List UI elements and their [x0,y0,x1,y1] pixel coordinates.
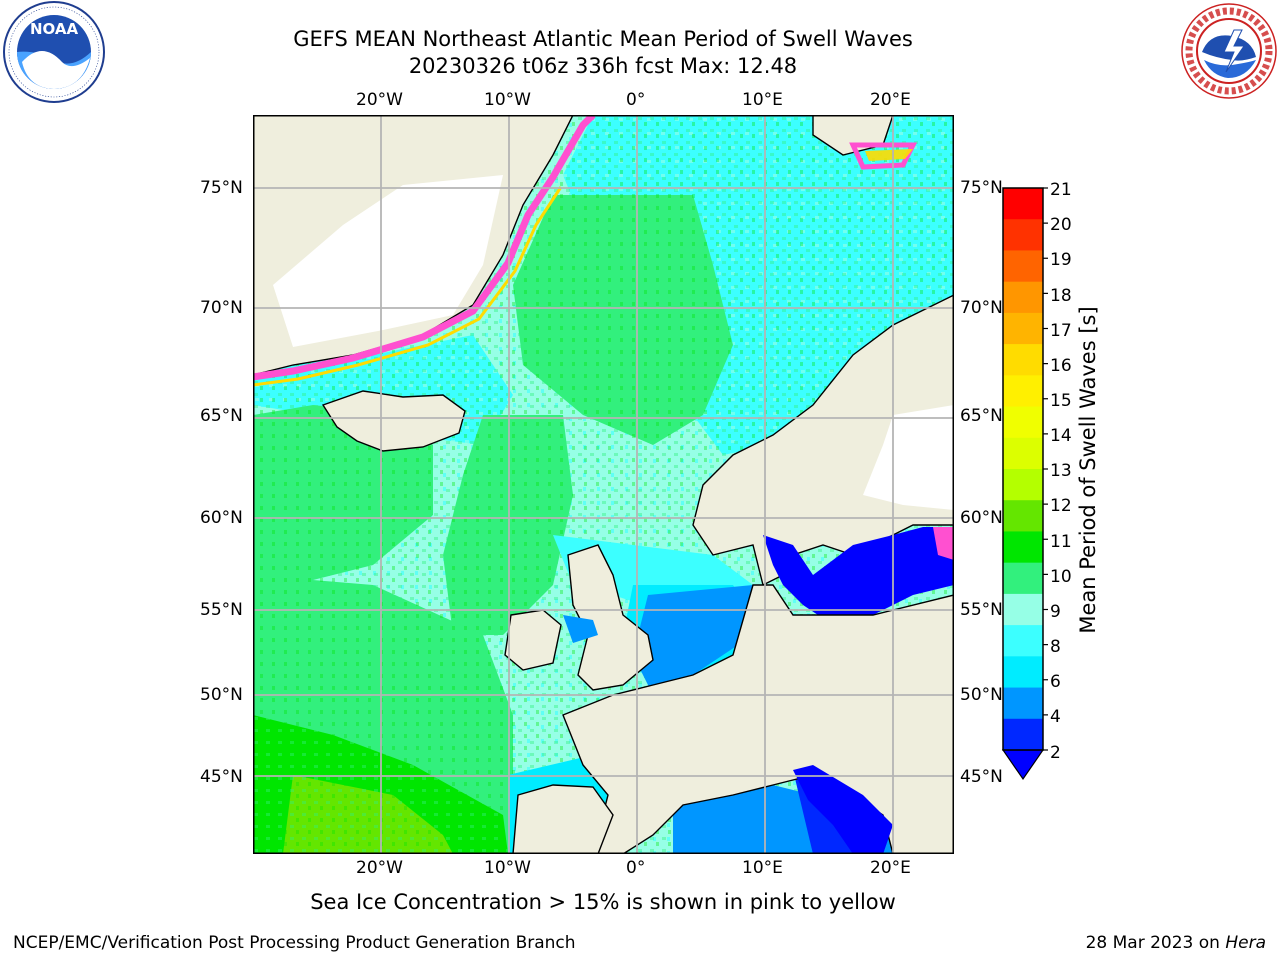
sea-ice-edge [253,115,596,381]
colorbar-title: Mean Period of Swell Waves [s] [1076,306,1100,634]
footer-machine: Hera [1225,933,1266,953]
lon-label-20e-bottom: 20°E [870,858,911,878]
colorbar-step [1003,500,1043,532]
colorbar-label-18: 18 [1050,286,1072,306]
colorbar-label-21: 21 [1050,180,1072,200]
colorbar-step [1003,188,1043,220]
lon-label-0-bottom: 0° [626,858,646,878]
noaa-logo-icon: NOAA [3,1,105,103]
colorbar-step [1003,375,1043,408]
lat-label-75n-right: 75°N [960,178,1003,198]
lat-label-45n-right: 45°N [960,767,1003,787]
sea-ice-note: Sea Ice Concentration > 15% is shown in … [310,890,896,914]
lat-label-75n-left: 75°N [200,178,243,198]
lon-label-10e-top: 10°E [742,90,783,110]
lon-label-20w-top: 20°W [356,90,403,110]
footer-date: 28 Mar 2023 on [1085,933,1226,953]
colorbar-label-6: 6 [1050,672,1061,692]
colorbar-label-2: 2 [1050,743,1061,763]
lon-label-10w-bottom: 10°W [484,858,531,878]
land-iceland [321,390,466,452]
lat-label-55n-right: 55°N [960,600,1003,620]
lat-label-60n-right: 60°N [960,508,1003,528]
colorbar-step [1003,625,1043,657]
colorbar-step [1003,344,1043,376]
lon-label-10e-bottom: 10°E [742,858,783,878]
colorbar-step [1003,437,1043,470]
footer-credit: NCEP/EMC/Verification Post Processing Pr… [13,933,576,953]
lat-label-55n-left: 55°N [200,600,243,620]
lat-label-45n-left: 45°N [200,767,243,787]
lat-label-65n-left: 65°N [200,406,243,426]
colorbar-steps [1003,188,1043,751]
colorbar-step [1003,562,1043,595]
footer-timestamp: 28 Mar 2023 on Hera [1086,933,1266,953]
colorbar-label-10: 10 [1050,567,1072,587]
lat-label-65n-right: 65°N [960,406,1003,426]
map-frame [253,115,954,854]
nws-logo-icon [1181,3,1277,99]
lat-label-70n-right: 70°N [960,298,1003,318]
colorbar-label-12: 12 [1050,496,1072,516]
svg-text:NOAA: NOAA [30,20,79,38]
lat-label-50n-right: 50°N [960,685,1003,705]
swell-period-map [253,115,954,854]
region-adriatic [793,765,893,854]
lat-label-50n-left: 50°N [200,685,243,705]
land-iberia [512,784,614,854]
colorbar-label-14: 14 [1050,426,1072,446]
colorbar [1001,187,1048,781]
finland-interior [863,405,954,510]
colorbar-label-17: 17 [1050,321,1072,341]
lat-label-70n-left: 70°N [200,298,243,318]
colorbar-step [1003,312,1043,345]
gridlines [253,115,954,854]
colorbar-label-11: 11 [1050,532,1072,552]
colorbar-label-9: 9 [1050,602,1061,622]
colorbar-label-13: 13 [1050,461,1072,481]
map-title: GEFS MEAN Northeast Atlantic Mean Period… [293,27,913,51]
lon-label-10w-top: 10°W [484,90,531,110]
colorbar-ticks [1043,187,1048,751]
colorbar-step [1003,656,1043,689]
colorbar-step [1003,718,1043,751]
colorbar-label-16: 16 [1050,356,1072,376]
colorbar-extend-arrow [1001,749,1045,781]
colorbar-step [1003,469,1043,501]
colorbar-step [1003,531,1043,564]
colorbar-label-20: 20 [1050,215,1072,235]
lon-label-20e-top: 20°E [870,90,911,110]
colorbar-label-4: 4 [1050,707,1061,727]
lon-label-20w-bottom: 20°W [356,858,403,878]
lat-label-60n-left: 60°N [200,508,243,528]
colorbar-label-19: 19 [1050,250,1072,270]
colorbar-step [1003,250,1043,283]
colorbar-step [1003,687,1043,720]
region-north-sea [633,585,753,695]
map-subtitle: 20230326 t06z 336h fcst Max: 12.48 [408,54,798,78]
colorbar-step [1003,281,1043,314]
land-ireland [504,609,562,671]
colorbar-step [1003,406,1043,439]
region-baltic-sea [763,527,954,625]
greenland-ice [273,175,503,347]
colorbar-step [1003,219,1043,251]
colorbar-label-8: 8 [1050,637,1061,657]
colorbar-label-15: 15 [1050,391,1072,411]
colorbar-step [1003,593,1043,626]
lon-label-0-top: 0° [626,90,646,110]
